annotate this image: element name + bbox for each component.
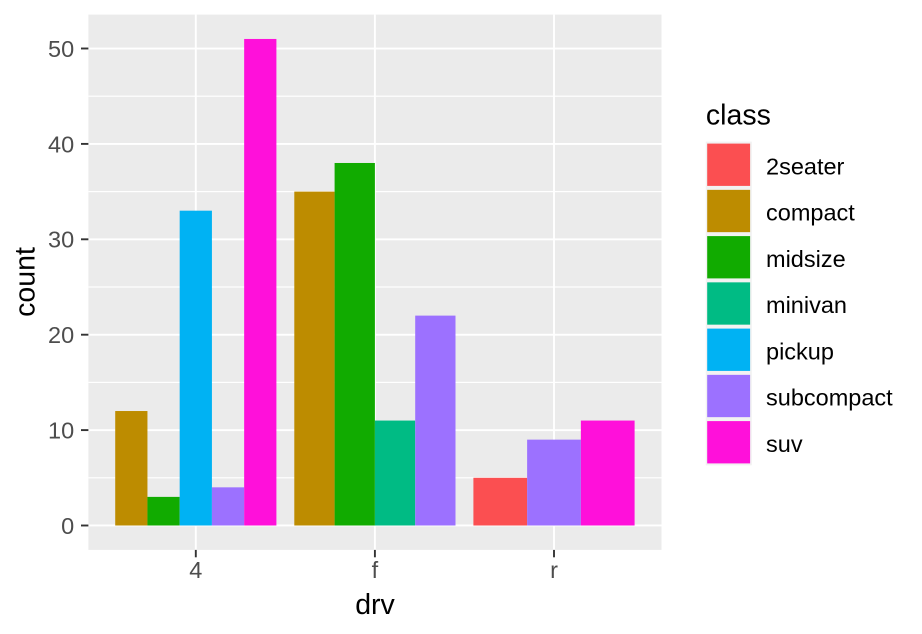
svg-text:subcompact: subcompact (766, 385, 893, 411)
svg-text:0: 0 (61, 513, 74, 539)
svg-text:drv: drv (355, 589, 395, 621)
svg-text:50: 50 (48, 36, 74, 62)
svg-text:20: 20 (48, 322, 74, 348)
svg-text:suv: suv (766, 431, 803, 457)
svg-text:pickup: pickup (766, 338, 834, 364)
svg-text:midsize: midsize (766, 246, 846, 272)
svg-text:30: 30 (48, 227, 74, 253)
svg-text:count: count (10, 247, 42, 317)
svg-text:f: f (372, 557, 379, 583)
svg-text:minivan: minivan (766, 292, 847, 318)
svg-text:compact: compact (766, 200, 855, 226)
svg-text:10: 10 (48, 418, 74, 444)
svg-text:4: 4 (189, 557, 202, 583)
svg-text:40: 40 (48, 131, 74, 157)
svg-text:2seater: 2seater (766, 153, 845, 179)
svg-text:class: class (706, 99, 771, 131)
svg-text:r: r (550, 557, 558, 583)
